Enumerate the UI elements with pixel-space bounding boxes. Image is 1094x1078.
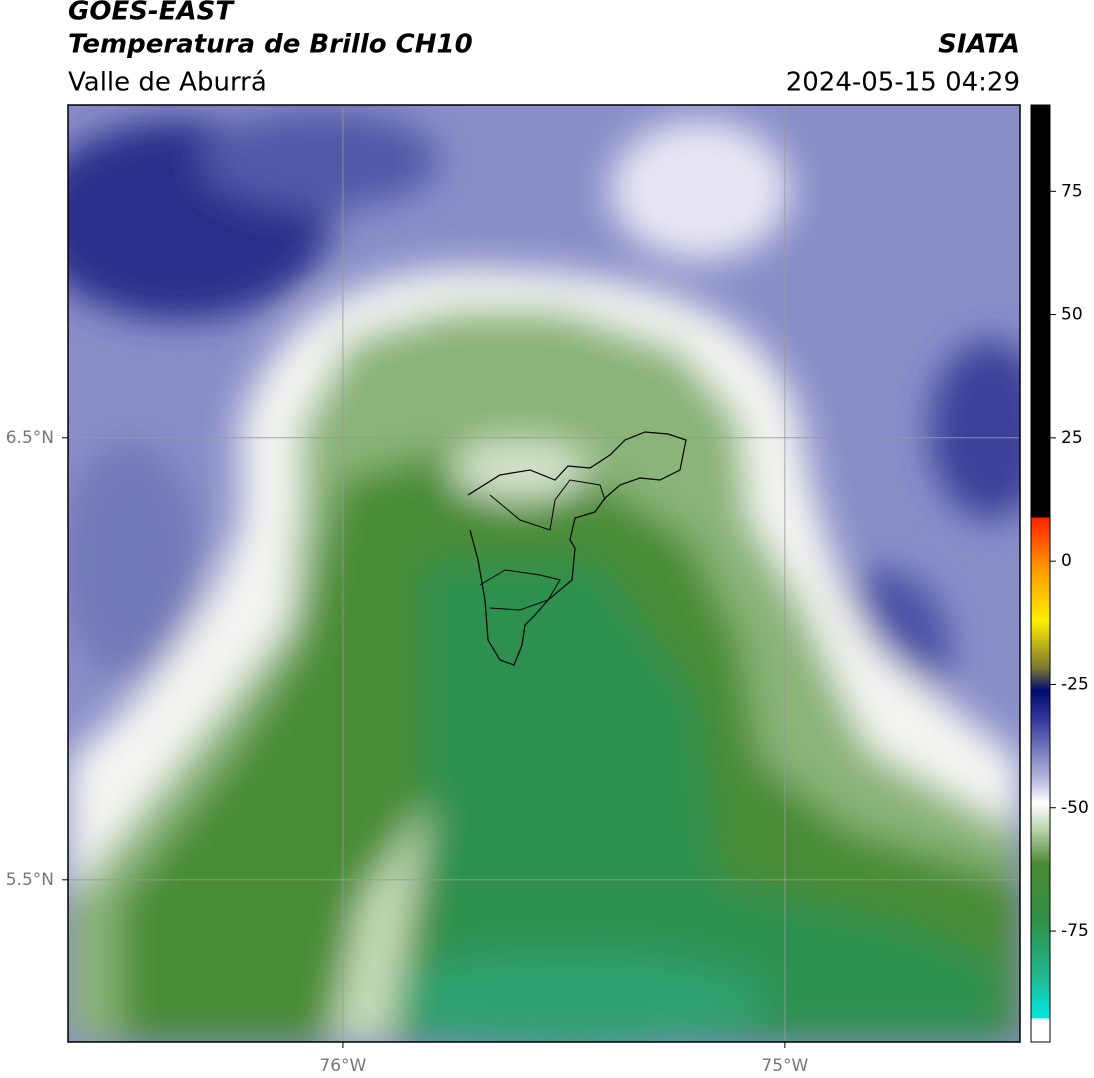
colorbar: [1030, 104, 1051, 1043]
map-frame: [67, 104, 1021, 1043]
timestamp: 2024-05-15 04:29: [786, 68, 1020, 98]
title: GOES-EAST: [68, 0, 235, 27]
source: SIATA: [938, 30, 1020, 60]
colorbar-tick-label: -25: [1061, 674, 1089, 694]
y-tick-label: 6.5°N: [6, 428, 54, 448]
colorbar-tick-label: -75: [1061, 921, 1089, 941]
colorbar-tick-label: 25: [1061, 428, 1083, 448]
region-boundary: [467, 431, 687, 666]
x-tick-label: 75°W: [761, 1056, 808, 1076]
region-boundary: [489, 479, 606, 531]
region: Valle de Aburrá: [68, 68, 267, 98]
x-tick-label: 76°W: [319, 1056, 366, 1076]
y-tick-label: 5.5°N: [6, 870, 54, 890]
graticule: [68, 105, 1020, 1042]
colorbar-tick-label: 0: [1061, 551, 1072, 571]
satellite-image: [68, 105, 1020, 1042]
colorbar-tick-label: -50: [1061, 798, 1089, 818]
colorbar-tick-label: 50: [1061, 305, 1083, 325]
subtitle: Temperatura de Brillo CH10: [68, 30, 473, 60]
colorbar-tick-label: 75: [1061, 181, 1083, 201]
region-boundary: [479, 569, 561, 611]
